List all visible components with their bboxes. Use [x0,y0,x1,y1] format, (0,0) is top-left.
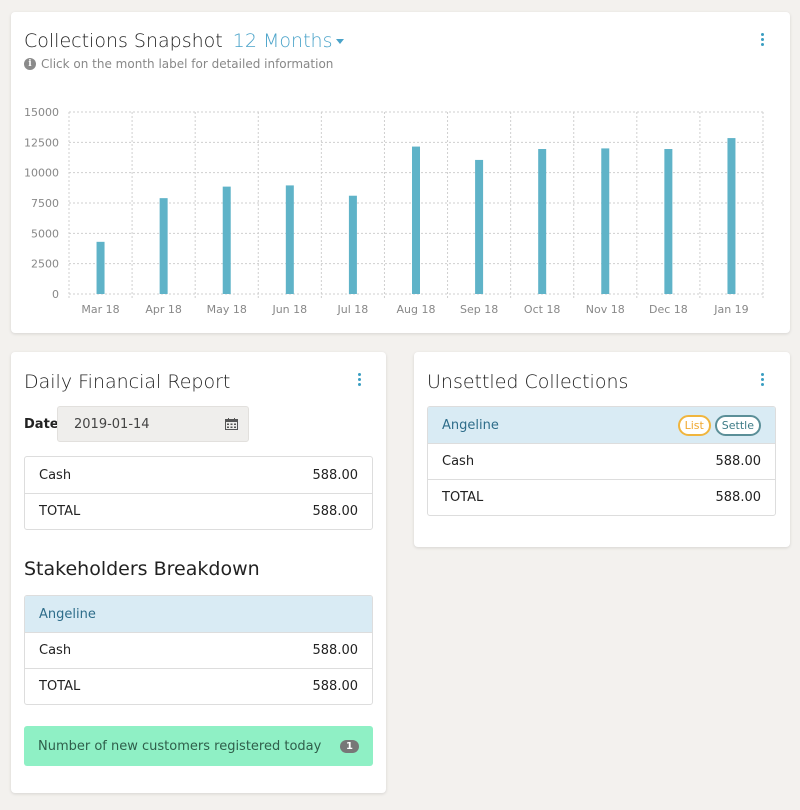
new-customers-count-badge: 1 [340,739,359,753]
y-tick-label: 2500 [31,258,59,271]
collections-bar-chart: 0 2500 5000 7500 10000 12500 15000 Mar 18 Apr 18… [24,106,764,316]
x-tick-label[interactable]: Oct 18 [524,303,561,316]
settle-button[interactable]: Settle [714,414,761,436]
x-tick-label[interactable]: Mar 18 [81,303,119,316]
row-value: 588.00 [715,454,762,469]
collections-snapshot-card: Collections Snapshot 12 Months i Click o… [11,12,790,333]
stakeholder-name: Angeline [39,606,96,622]
daily-financial-report-card: Daily Financial Report Date 2019-01-14 C… [11,352,386,793]
date-value: 2019-01-14 [74,416,150,432]
x-tick-label[interactable]: Sep 18 [460,303,498,316]
date-label: Date [24,416,59,432]
daily-totals-table: Cash 588.00 TOTAL 588.00 [24,456,373,530]
chart-bar [159,198,168,294]
chart-bar [412,146,420,294]
y-tick-label: 10000 [24,167,59,180]
daily-report-title: Daily Financial Report [24,371,231,393]
chart-bar [348,195,357,294]
stakeholders-title: Stakeholders Breakdown [24,558,260,580]
unsettled-name: Angeline [442,417,499,433]
y-tick-label: 5000 [31,227,59,240]
x-tick-label[interactable]: May 18 [207,303,247,316]
unsettled-collections-card: Unsettled Collections Angeline List Settl… [414,352,790,547]
caret-down-icon [336,39,345,44]
y-tick-label: 12500 [24,136,59,149]
unsettled-menu-kebab-icon[interactable] [759,373,765,387]
collections-title: Collections Snapshot [24,30,223,52]
calendar-icon[interactable] [225,418,238,430]
chart-bar [96,241,105,294]
table-row: Cash 588.00 [25,457,372,493]
table-row: TOTAL 588.00 [428,479,775,515]
x-tick-label[interactable]: Jan 19 [713,303,748,316]
new-customers-text: Number of new customers registered today [38,738,322,754]
chart-bar [664,149,673,294]
chart-bar [727,138,736,294]
collections-hint: i Click on the month label for detailed … [24,57,333,71]
unsettled-header: Angeline List Settle [428,407,775,443]
new-customers-alert[interactable]: Number of new customers registered today… [24,726,373,766]
date-input[interactable]: 2019-01-14 [57,406,249,442]
unsettled-title: Unsettled Collections [427,371,629,393]
row-value: 588.00 [312,467,359,483]
x-tick-label[interactable]: Nov 18 [586,303,625,316]
row-label: TOTAL [442,490,484,505]
table-row: Cash 588.00 [25,632,372,668]
x-tick-label[interactable]: Apr 18 [145,303,182,316]
collections-menu-kebab-icon[interactable] [759,33,765,47]
table-row: TOTAL 588.00 [25,493,372,529]
daily-menu-kebab-icon[interactable] [356,373,362,387]
y-tick-label: 7500 [31,197,59,210]
x-tick-label[interactable]: Jul 18 [337,303,369,316]
row-label: Cash [39,643,72,658]
y-tick-label: 15000 [24,106,59,119]
chart-bar [475,159,484,294]
table-row: Cash 588.00 [428,443,775,479]
row-value: 588.00 [312,504,359,519]
date-row: Date 2019-01-14 [24,406,249,442]
collections-hint-text: Click on the month label for detailed in… [41,57,334,71]
x-tick-label[interactable]: Dec 18 [649,303,688,316]
chart-bar [601,148,610,294]
unsettled-table: Angeline List Settle Cash 588.00 TOTAL 58… [427,406,776,516]
period-select-label: 12 Months [232,30,333,52]
y-tick-label: 0 [52,288,59,301]
list-button[interactable]: List [677,414,711,436]
chart-bar [538,149,547,294]
collections-title-row: Collections Snapshot 12 Months [24,30,345,52]
row-value: 588.00 [715,490,762,505]
stakeholder-header: Angeline [25,596,372,632]
unsettled-actions: List Settle [674,414,761,436]
row-value: 588.00 [312,679,359,694]
info-icon: i [24,58,36,70]
chart-bar [285,185,294,294]
x-tick-label[interactable]: Aug 18 [397,303,436,316]
row-label: TOTAL [39,504,81,519]
period-select[interactable]: 12 Months [233,30,345,52]
table-row: TOTAL 588.00 [25,668,372,704]
row-label: TOTAL [39,679,81,694]
x-tick-label[interactable]: Jun 18 [271,303,307,316]
row-label: Cash [39,467,72,483]
stakeholder-table: Angeline Cash 588.00 TOTAL 588.00 [24,595,373,705]
chart-bar [222,186,231,294]
row-label: Cash [442,454,475,469]
row-value: 588.00 [312,643,359,658]
